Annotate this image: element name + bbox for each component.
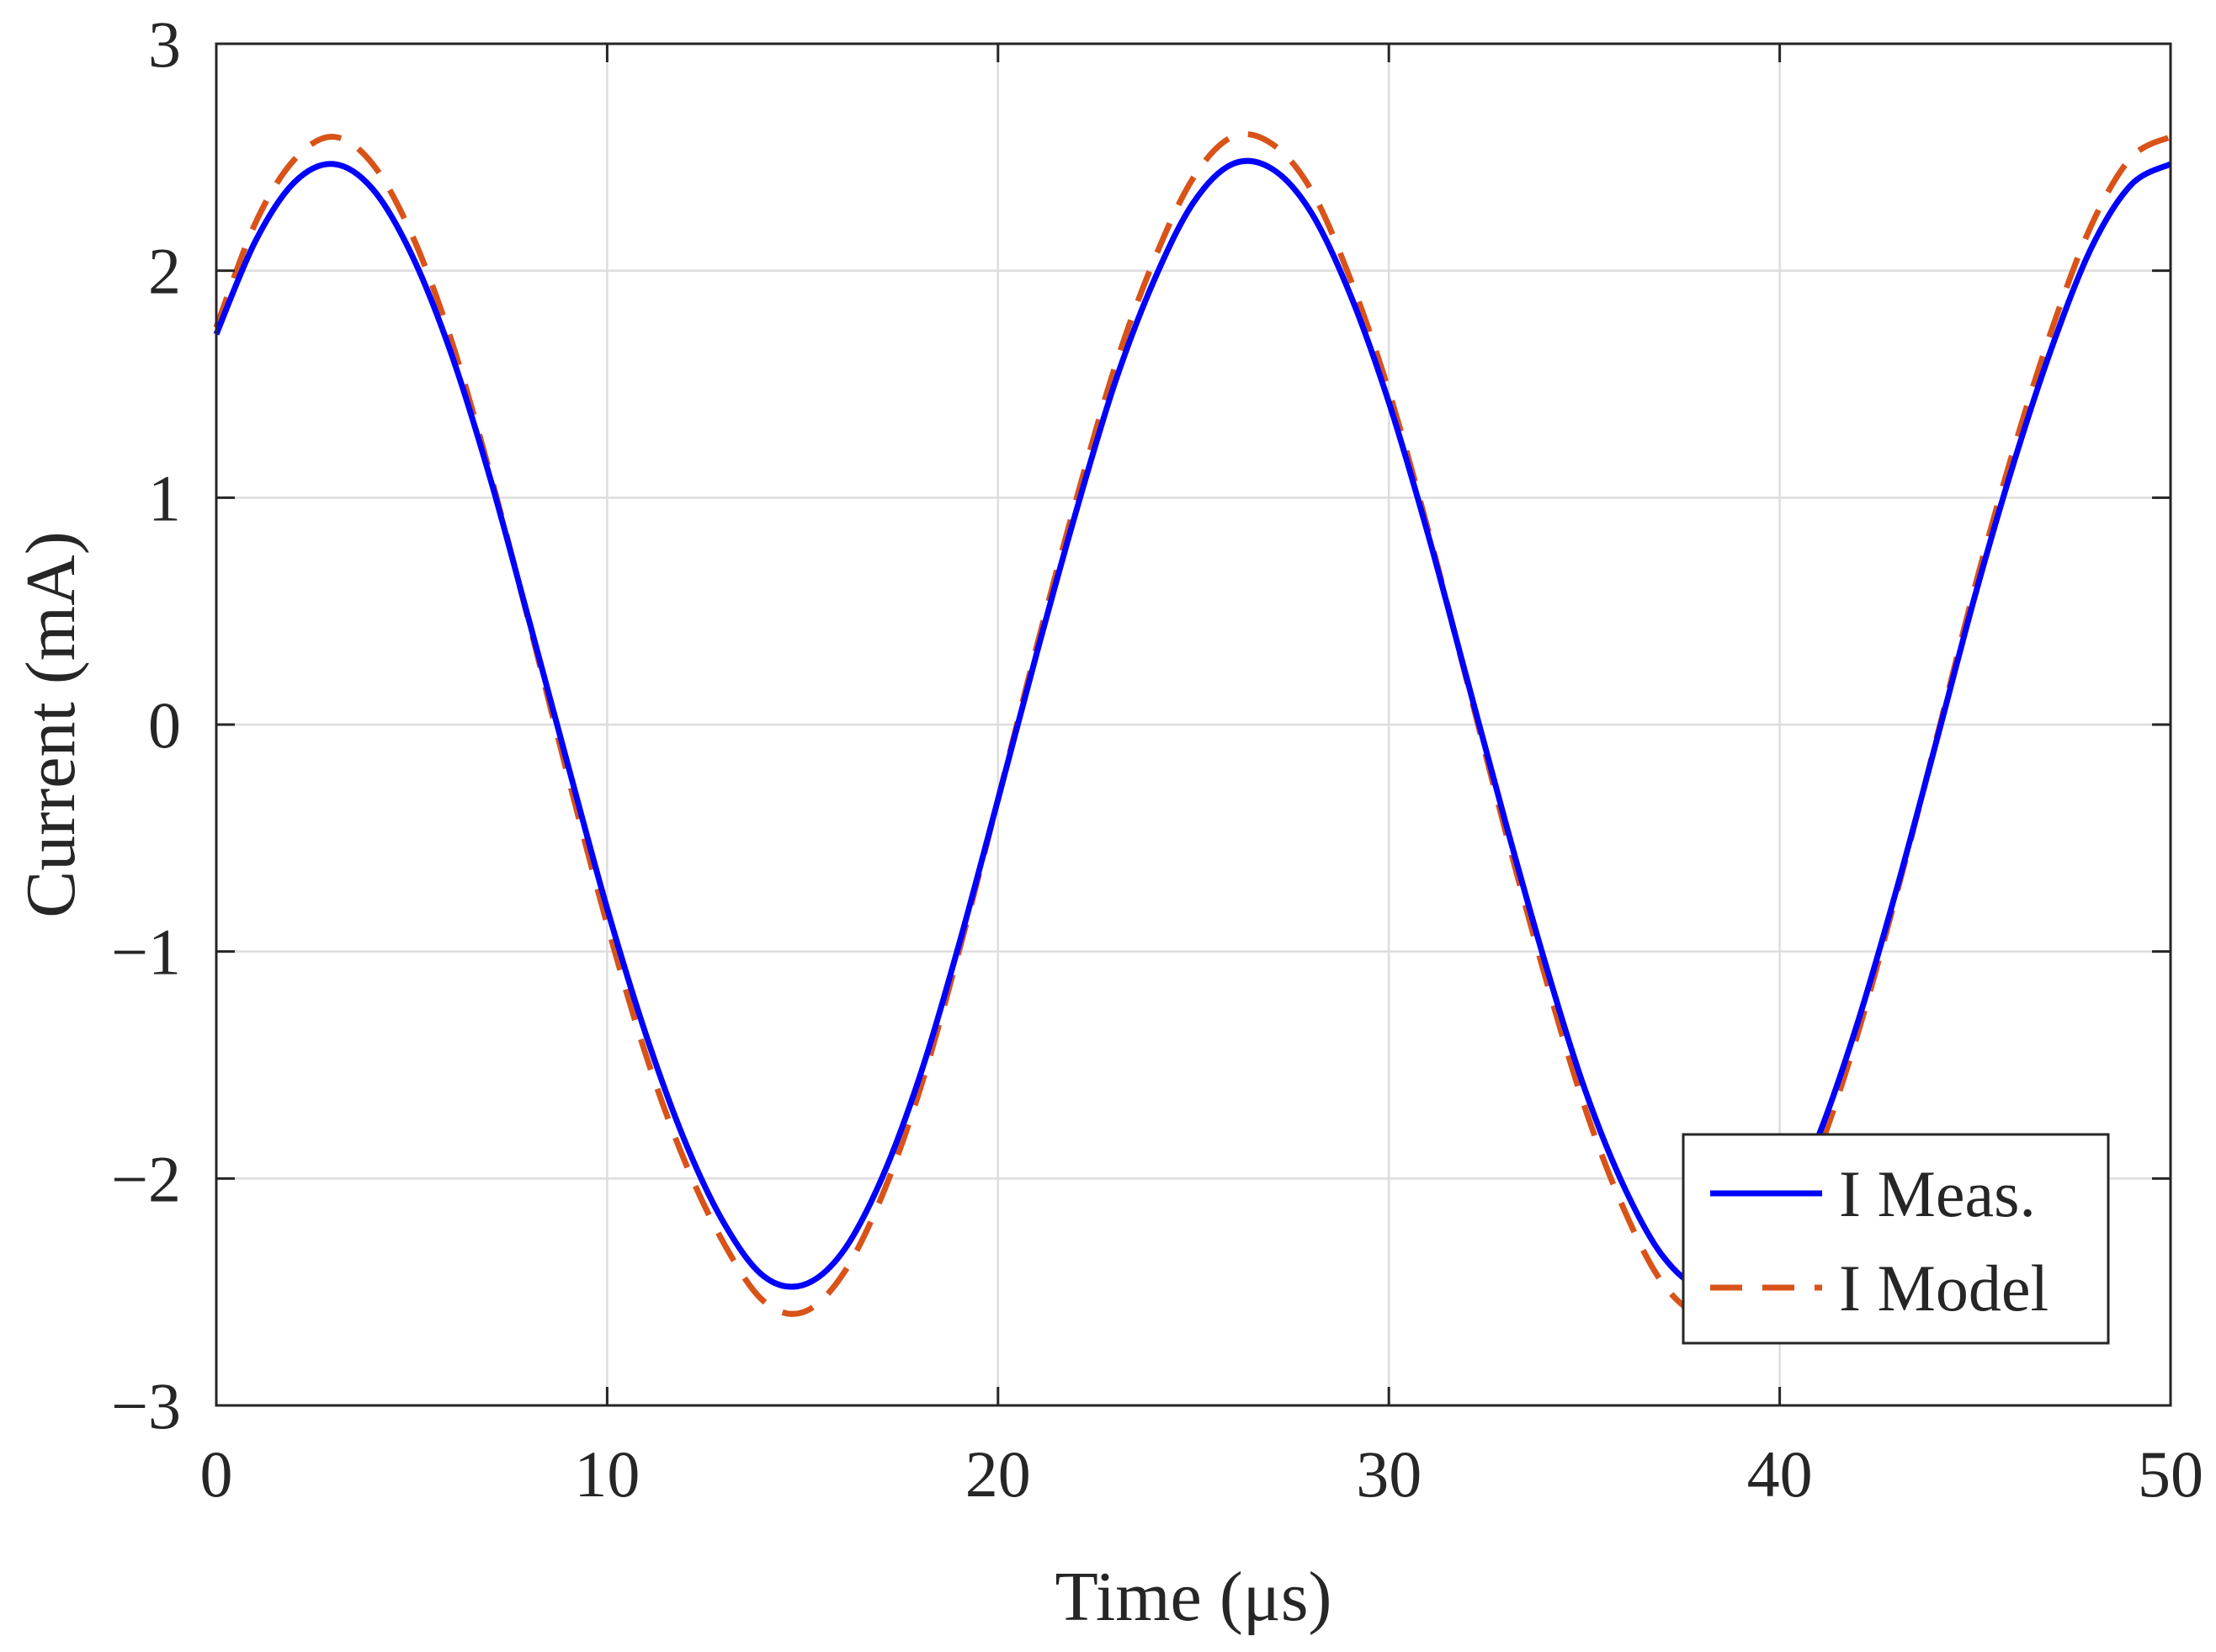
x-tick-label: 50 xyxy=(2138,1437,2203,1511)
y-tick-label: 0 xyxy=(148,688,181,762)
x-axis-label: Time (μs) xyxy=(1055,1558,1332,1636)
y-axis-label: Current (mA) xyxy=(12,531,90,918)
y-tick-label: 1 xyxy=(148,461,181,534)
y-tick-label: −3 xyxy=(111,1369,181,1442)
axis-ticks: 0 10 20 30 40 50 −3 −2 −1 0 1 2 3 xyxy=(111,8,2203,1511)
plot-lines xyxy=(213,130,2172,1319)
y-tick-label: 2 xyxy=(148,235,181,308)
y-tick-label: −1 xyxy=(111,916,181,989)
x-tick-label: 0 xyxy=(200,1437,233,1511)
grid xyxy=(215,42,2172,1407)
legend-label-i-meas: I Meas. xyxy=(1839,1157,2036,1230)
y-tick-label: 3 xyxy=(148,8,181,81)
x-tick-label: 30 xyxy=(1356,1437,1422,1511)
series-line-i-meas xyxy=(213,157,2172,1292)
y-tick-label: −2 xyxy=(111,1142,181,1215)
x-tick-label: 40 xyxy=(1747,1437,1813,1511)
legend-box xyxy=(1682,1133,2110,1345)
x-tick-label: 20 xyxy=(965,1437,1031,1511)
x-tick-label: 10 xyxy=(574,1437,640,1511)
legend-label-i-model: I Model xyxy=(1839,1251,2049,1325)
series-line-i-model xyxy=(213,130,2172,1319)
legend: I Meas. I Model xyxy=(1682,1133,2110,1345)
